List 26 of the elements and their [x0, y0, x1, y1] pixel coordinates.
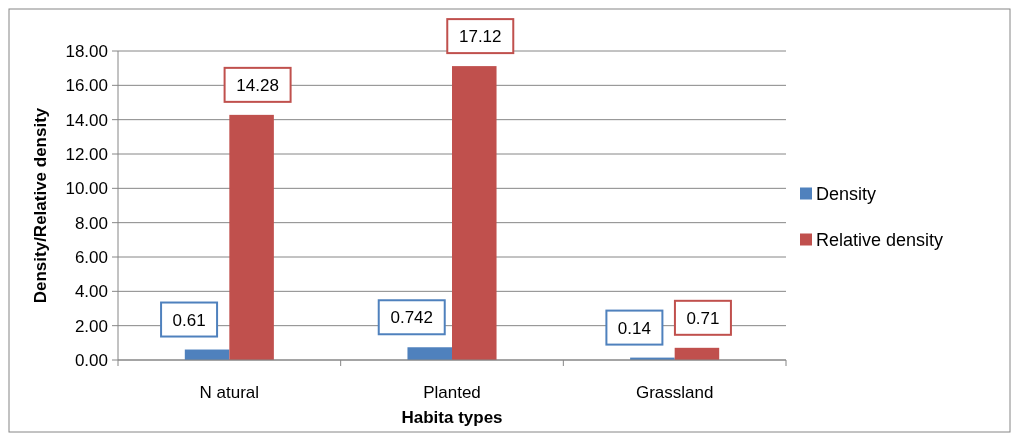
- y-tick-label: 18.00: [65, 42, 108, 61]
- data-label: 0.742: [390, 308, 434, 328]
- data-label: 0.14: [617, 318, 651, 338]
- data-label: 17.12: [458, 27, 502, 47]
- bar: [229, 114, 274, 360]
- y-tick-label: 16.00: [65, 76, 108, 96]
- x-tick-label: N atural: [199, 383, 260, 402]
- data-label: 14.28: [236, 75, 279, 95]
- y-tick-label: 6.00: [74, 248, 108, 267]
- y-tick-label: 12.00: [65, 145, 108, 164]
- x-tick-label: Grassland: [635, 383, 714, 402]
- x-tick-label: Planted: [423, 383, 481, 402]
- data-label: 0.71: [686, 308, 720, 328]
- y-tick-label: 14.00: [65, 110, 108, 130]
- y-tick-label: 0.00: [74, 351, 108, 370]
- y-tick-label: 10.00: [65, 179, 108, 199]
- y-tick-label: 2.00: [74, 316, 108, 336]
- legend-label: Relative density: [816, 229, 944, 250]
- data-label: 0.61: [172, 310, 206, 330]
- y-axis-title: Density/Relative density: [31, 107, 50, 304]
- y-tick-label: 8.00: [74, 213, 108, 233]
- bar: [407, 347, 452, 360]
- x-axis-title: Habita types: [401, 408, 503, 427]
- bar: [452, 66, 497, 360]
- legend-label: Density: [816, 183, 877, 204]
- y-tick-label: 4.00: [74, 282, 108, 302]
